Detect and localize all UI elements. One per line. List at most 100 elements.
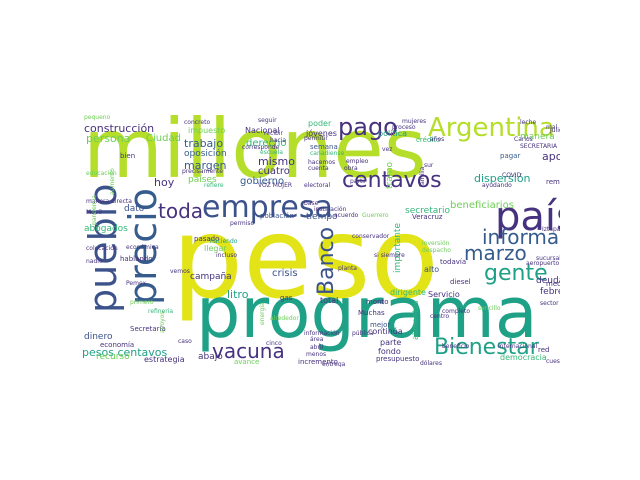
cloud-word: construcción xyxy=(84,122,155,135)
cloud-word: Bienestar xyxy=(434,335,539,360)
cloud-word: pequeño xyxy=(84,115,111,121)
cloud-word: familia xyxy=(419,166,426,187)
cloud-word: planta xyxy=(338,265,357,272)
cloud-word: economía xyxy=(100,341,135,349)
cloud-word: millones xyxy=(83,115,427,197)
cloud-word: hacemos xyxy=(308,159,336,166)
cloud-word: si siempre xyxy=(374,252,405,259)
cloud-word: aeropuerto xyxy=(526,260,560,267)
cloud-word: avance xyxy=(234,358,260,366)
cloud-word: derecho xyxy=(246,138,287,149)
cloud-word: Guerrero xyxy=(362,212,389,219)
cloud-word: sencillo xyxy=(478,305,501,312)
cloud-word: permitir xyxy=(304,135,328,142)
cloud-word: persona xyxy=(86,132,131,145)
cloud-word: oposición xyxy=(184,149,227,159)
cloud-word: llegar xyxy=(204,244,227,253)
cloud-word: margen xyxy=(184,159,227,172)
cloud-word: alrededor xyxy=(270,315,299,322)
cloud-word: política xyxy=(378,129,408,138)
cloud-word: Servicio xyxy=(428,290,460,299)
cloud-word: base xyxy=(304,200,319,207)
cloud-word: apoyos xyxy=(159,311,166,333)
cloud-word: Pemex xyxy=(126,280,147,287)
cloud-word: dirigente xyxy=(390,288,426,297)
cloud-word: pago xyxy=(338,115,398,141)
cloud-word: importante xyxy=(393,222,403,273)
cloud-word: Muchas xyxy=(358,309,385,317)
cloud-word: peso xyxy=(172,194,439,324)
cloud-word: parte xyxy=(380,338,402,347)
cloud-word: crédito xyxy=(416,136,441,144)
cloud-word: diesel xyxy=(450,278,471,286)
cloud-word: área xyxy=(310,336,324,343)
cloud-word: informar xyxy=(482,225,560,249)
cloud-word: dinero xyxy=(84,332,113,342)
cloud-word: gas xyxy=(280,294,293,302)
cloud-word: centavos xyxy=(342,168,442,193)
cloud-word: sucursales xyxy=(536,255,560,262)
cloud-word: información xyxy=(304,330,340,337)
cloud-word: poder xyxy=(308,119,332,128)
cloud-word: escuela xyxy=(260,149,283,156)
cloud-word: Argentina xyxy=(428,115,555,143)
cloud-word: educación xyxy=(86,170,117,177)
cloud-word: campaña xyxy=(190,272,232,282)
cloud-word: cuestión xyxy=(546,358,560,365)
cloud-word: países xyxy=(188,175,217,185)
cloud-word: mujeres xyxy=(402,118,427,125)
cloud-word: remesas xyxy=(546,178,560,186)
cloud-word: país xyxy=(495,194,560,240)
cloud-word: leche xyxy=(520,119,537,126)
cloud-word: dato xyxy=(124,204,145,214)
cloud-word: acuerdo xyxy=(334,212,359,219)
cloud-word: vemos xyxy=(170,268,190,275)
cloud-word: tramo xyxy=(385,161,395,189)
cloud-word: centro xyxy=(430,313,450,320)
cloud-word: fondo xyxy=(378,347,401,356)
cloud-word: semana xyxy=(310,143,338,151)
cloud-word: Julio xyxy=(550,127,560,134)
cloud-word: pública xyxy=(352,330,374,337)
cloud-word: refinería xyxy=(148,308,174,315)
word-cloud: millones peso programa país empresa pueb… xyxy=(80,115,560,367)
cloud-word: Secretaría xyxy=(130,325,166,333)
cloud-word: internacional xyxy=(498,343,538,350)
cloud-word: Carlos xyxy=(514,136,533,143)
cloud-word: febrero xyxy=(540,287,560,297)
cloud-word: beneficio xyxy=(442,343,470,350)
cloud-word: manera xyxy=(520,132,555,142)
cloud-word: mal xyxy=(546,124,558,131)
cloud-word: sector xyxy=(540,300,559,307)
cloud-word: hoy xyxy=(154,176,175,189)
cloud-word: monto xyxy=(366,298,389,306)
cloud-word: abajo xyxy=(198,352,223,362)
cloud-word: menos xyxy=(306,351,327,358)
cloud-word: hablando xyxy=(120,255,153,263)
cloud-word: total xyxy=(320,296,339,305)
cloud-word: secretario xyxy=(405,206,450,216)
cloud-word: años xyxy=(430,136,445,143)
cloud-word: energía xyxy=(259,302,266,325)
cloud-word: programa xyxy=(196,272,538,354)
cloud-word: vacuna xyxy=(212,339,285,363)
cloud-word: pandemia xyxy=(91,195,98,225)
cloud-word: cuatro xyxy=(258,166,290,177)
cloud-word: abril xyxy=(310,344,324,351)
cloud-word: mismo xyxy=(258,155,295,168)
cloud-word: cinco xyxy=(266,340,282,347)
cloud-word: Nacional xyxy=(245,126,280,135)
cloud-word: incluso xyxy=(216,252,238,259)
cloud-word: proceso xyxy=(392,124,416,131)
cloud-word: Banco xyxy=(314,226,339,295)
cloud-word: Móvil xyxy=(86,209,102,216)
cloud-word: estrategia xyxy=(144,355,185,364)
cloud-word: precisamente xyxy=(182,168,223,175)
cloud-word: población xyxy=(260,212,294,220)
cloud-word: democracia xyxy=(500,353,547,362)
cloud-word: completo xyxy=(442,308,471,315)
cloud-word: colocación xyxy=(86,245,118,252)
cloud-word: dispersión xyxy=(474,172,531,185)
cloud-word: recurso xyxy=(96,352,130,362)
cloud-word: red xyxy=(538,346,550,354)
